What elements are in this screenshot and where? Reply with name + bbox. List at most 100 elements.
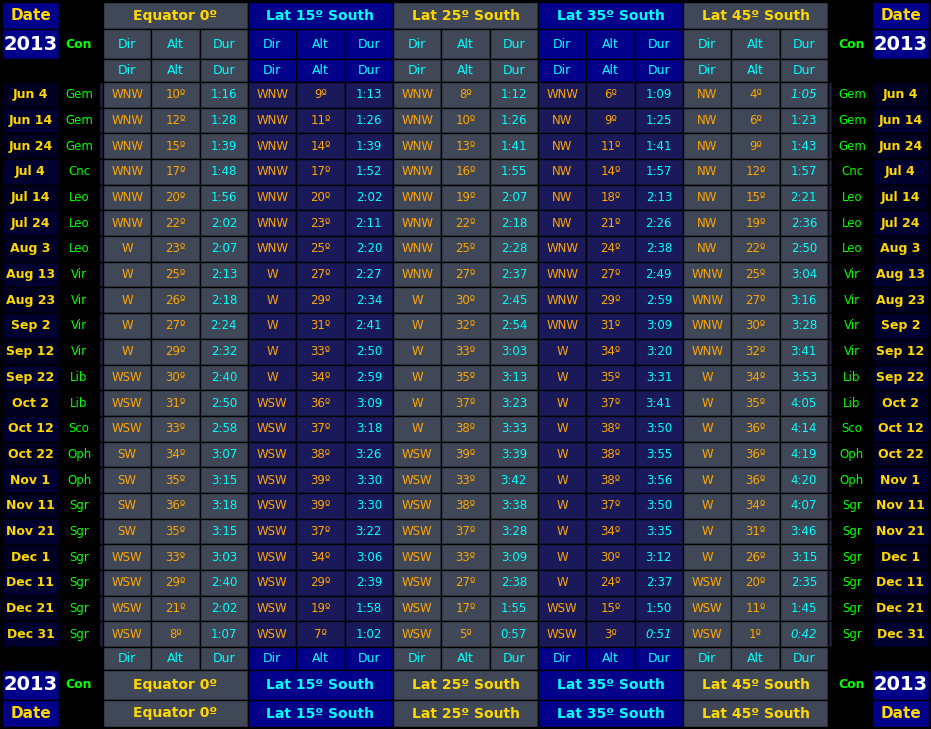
Text: Lat 25º South: Lat 25º South xyxy=(412,706,519,720)
Bar xyxy=(872,442,929,467)
Text: WNW: WNW xyxy=(401,217,433,230)
Text: Cnc: Cnc xyxy=(841,165,863,179)
Bar xyxy=(587,364,635,390)
Text: 2:50: 2:50 xyxy=(210,397,237,410)
Text: 34º: 34º xyxy=(600,345,621,358)
Bar xyxy=(393,287,441,313)
Bar xyxy=(103,2,248,29)
Text: Equator 0º: Equator 0º xyxy=(133,678,218,692)
Text: 1:41: 1:41 xyxy=(645,140,672,152)
Bar xyxy=(152,313,199,339)
Text: Dec 11: Dec 11 xyxy=(876,577,924,589)
Bar xyxy=(248,647,296,670)
Text: 34º: 34º xyxy=(310,371,331,384)
Bar xyxy=(779,390,828,416)
Text: Alt: Alt xyxy=(602,652,619,665)
Text: 2:11: 2:11 xyxy=(356,217,382,230)
Text: 34º: 34º xyxy=(600,525,621,538)
Bar xyxy=(59,493,99,518)
Bar xyxy=(832,59,872,82)
Text: Aug 13: Aug 13 xyxy=(876,268,925,281)
Bar xyxy=(248,184,296,211)
Bar xyxy=(490,211,538,236)
Text: Vir: Vir xyxy=(843,345,860,358)
Bar xyxy=(248,493,296,518)
Bar xyxy=(872,700,929,727)
Bar xyxy=(2,442,59,467)
Text: 2:58: 2:58 xyxy=(210,422,237,435)
Text: 35º: 35º xyxy=(746,397,765,410)
Bar xyxy=(490,442,538,467)
Text: Dur: Dur xyxy=(212,652,236,665)
Bar xyxy=(441,442,490,467)
Bar xyxy=(152,596,199,621)
Bar xyxy=(393,108,441,133)
Text: 27º: 27º xyxy=(600,268,621,281)
Text: Sgr: Sgr xyxy=(842,525,862,538)
Bar xyxy=(732,339,779,364)
Text: 4:05: 4:05 xyxy=(790,397,817,410)
Bar xyxy=(872,621,929,647)
Bar xyxy=(59,262,99,287)
Bar xyxy=(441,59,490,82)
Text: 27º: 27º xyxy=(746,294,765,307)
Text: 0:51: 0:51 xyxy=(645,628,672,641)
Text: WSW: WSW xyxy=(112,602,142,615)
Text: Nov 1: Nov 1 xyxy=(10,474,50,486)
Bar xyxy=(828,390,832,416)
Bar xyxy=(2,133,59,159)
Text: 3:07: 3:07 xyxy=(210,448,237,461)
Bar xyxy=(199,133,248,159)
Text: 3:09: 3:09 xyxy=(646,319,672,332)
Text: 25º: 25º xyxy=(746,268,765,281)
Text: WNW: WNW xyxy=(691,319,723,332)
Text: Dir: Dir xyxy=(553,64,572,77)
Text: Aug 23: Aug 23 xyxy=(876,294,925,307)
Text: 2:49: 2:49 xyxy=(645,268,672,281)
Bar xyxy=(199,236,248,262)
Text: WSW: WSW xyxy=(112,397,142,410)
Bar xyxy=(99,545,103,570)
Bar xyxy=(872,364,929,390)
Text: 1:25: 1:25 xyxy=(645,114,672,127)
Bar xyxy=(872,82,929,108)
Bar xyxy=(296,647,344,670)
Bar xyxy=(832,416,872,442)
Bar xyxy=(538,262,587,287)
Bar xyxy=(832,339,872,364)
Text: Con: Con xyxy=(66,37,92,50)
Text: 24º: 24º xyxy=(600,577,621,589)
Text: 3:41: 3:41 xyxy=(645,397,672,410)
Text: NW: NW xyxy=(697,243,718,255)
Text: WNW: WNW xyxy=(111,140,143,152)
Bar xyxy=(441,518,490,545)
Bar xyxy=(490,416,538,442)
Text: Gem: Gem xyxy=(838,140,866,152)
Bar xyxy=(152,287,199,313)
Bar xyxy=(587,108,635,133)
Text: 14º: 14º xyxy=(600,165,621,179)
Bar xyxy=(828,133,832,159)
Text: 29º: 29º xyxy=(166,577,185,589)
Bar xyxy=(683,82,732,108)
Text: 12º: 12º xyxy=(746,165,765,179)
Text: WSW: WSW xyxy=(402,499,433,512)
Text: 1:52: 1:52 xyxy=(356,165,382,179)
Text: Alt: Alt xyxy=(602,37,619,50)
Text: 17º: 17º xyxy=(455,602,476,615)
Bar xyxy=(59,545,99,570)
Bar xyxy=(538,211,587,236)
Bar xyxy=(103,621,152,647)
Bar xyxy=(152,467,199,493)
Bar xyxy=(587,287,635,313)
Text: WNW: WNW xyxy=(546,294,578,307)
Text: Vir: Vir xyxy=(71,319,88,332)
Bar xyxy=(248,596,296,621)
Bar xyxy=(828,184,832,211)
Text: WNW: WNW xyxy=(546,319,578,332)
Bar xyxy=(2,184,59,211)
Bar xyxy=(393,159,441,184)
Bar xyxy=(779,493,828,518)
Text: W: W xyxy=(266,371,278,384)
Bar xyxy=(99,262,103,287)
